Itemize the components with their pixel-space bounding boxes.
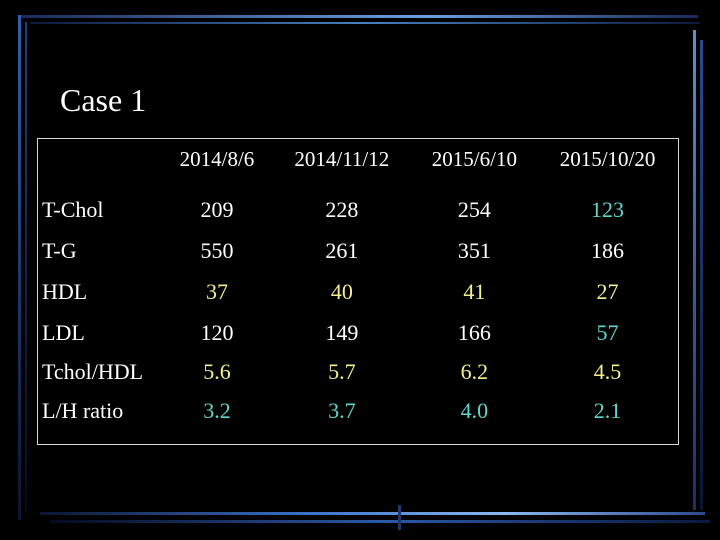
cell-value: 5.6 — [203, 359, 231, 384]
slide-title: Case 1 — [60, 82, 147, 118]
cell-value: 41 — [463, 279, 486, 304]
cell-value: 550 — [200, 238, 234, 263]
cell-value: 351 — [457, 238, 491, 263]
row-label: T-Chol — [42, 197, 104, 222]
cell-value: 37 — [205, 279, 228, 304]
frame-bar-left — [18, 15, 21, 520]
row-label: LDL — [42, 320, 85, 345]
frame-bar-right-outer — [700, 40, 703, 510]
table-header-row: 2014/8/6 2014/11/12 2015/6/10 2015/10/20 — [38, 139, 678, 179]
cell-value: 5.7 — [328, 359, 356, 384]
cell-value: 209 — [200, 197, 234, 222]
row-label: Tchol/HDL — [42, 359, 144, 384]
frame-bar-top — [18, 15, 698, 18]
frame-bar-left-inner — [25, 22, 27, 512]
cell-value-highlight: 2.1 — [593, 398, 622, 423]
cell-value: 166 — [457, 320, 491, 345]
table-row: T-Chol 209 228 254 123 — [38, 189, 678, 231]
cell-value: 40 — [330, 279, 353, 304]
frame-bar-top-inner — [30, 22, 700, 24]
cell-value: 6.2 — [460, 359, 489, 384]
cell-value-highlight: 4.0 — [460, 398, 489, 423]
table-row: HDL 37 40 41 27 — [38, 271, 678, 313]
date-header: 2014/8/6 — [179, 146, 255, 171]
frame-bar-bottom-notch — [398, 505, 401, 530]
row-label: T-G — [42, 238, 77, 263]
cell-value: 228 — [325, 197, 359, 222]
cell-value: 261 — [325, 238, 359, 263]
cell-value: 120 — [200, 320, 234, 345]
cell-value: 4.5 — [593, 359, 622, 384]
cell-value-highlight: 3.7 — [328, 398, 356, 423]
cell-value: 27 — [596, 279, 619, 304]
cell-value: 254 — [457, 197, 491, 222]
cell-value: 186 — [591, 238, 625, 263]
row-label: L/H ratio — [42, 398, 124, 423]
cell-value: 149 — [325, 320, 359, 345]
row-label: HDL — [42, 279, 88, 304]
cell-value-highlight: 3.2 — [203, 398, 231, 423]
date-header: 2015/6/10 — [431, 146, 517, 171]
frame-bar-right — [693, 30, 696, 510]
cell-value-highlight: 57 — [596, 320, 619, 345]
date-header: 2015/10/20 — [559, 146, 656, 171]
cell-value-highlight: 123 — [591, 197, 625, 222]
table-row: T-G 550 261 351 186 — [38, 231, 678, 271]
table-row: Tchol/HDL 5.6 5.7 6.2 4.5 — [38, 353, 678, 391]
table-row: LDL 120 149 166 57 — [38, 313, 678, 353]
date-header: 2014/11/12 — [294, 146, 390, 171]
lab-results-table: 2014/8/6 2014/11/12 2015/6/10 2015/10/20… — [37, 138, 679, 445]
frame-bar-bottom — [40, 512, 705, 515]
header-empty-cell — [38, 139, 162, 179]
table-row: L/H ratio 3.2 3.7 4.0 2.1 — [38, 391, 678, 431]
frame-bar-bottom-outer — [50, 520, 710, 523]
